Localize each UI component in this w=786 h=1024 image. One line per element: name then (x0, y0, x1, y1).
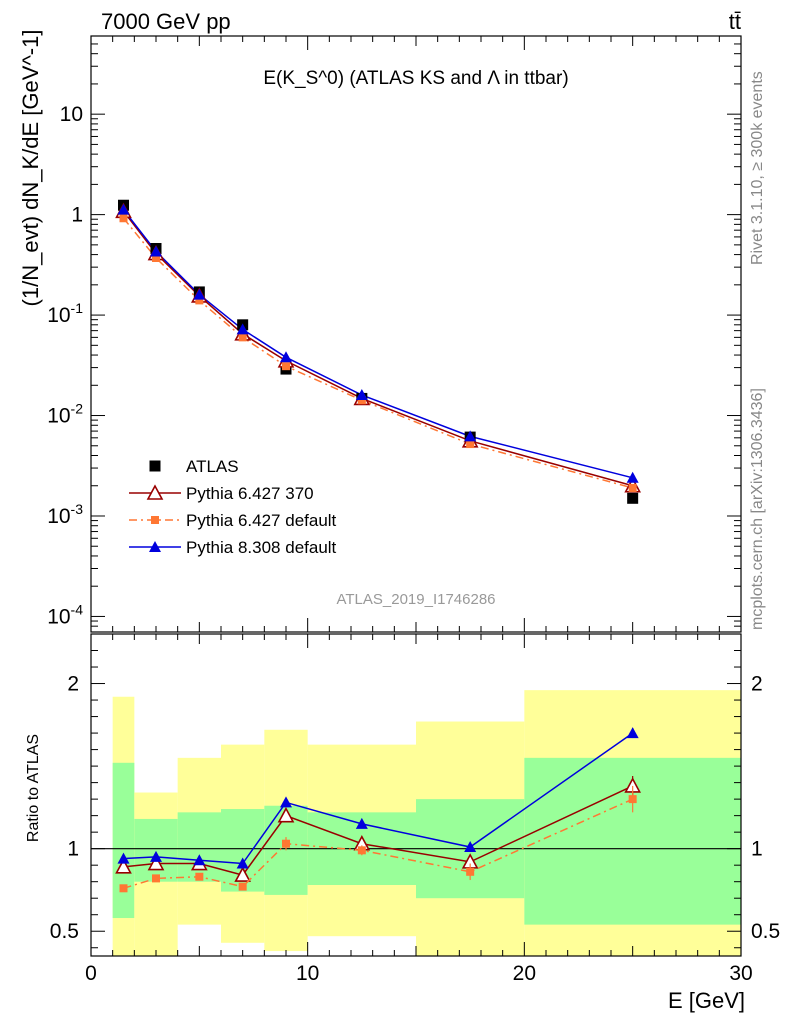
ratio-point-pythia-6-427-default (628, 795, 637, 804)
ratio-point-pythia-6-427-370 (277, 806, 295, 823)
watermark: ATLAS_2019_I1746286 (336, 591, 495, 608)
data-point-pythia-8-308-default (626, 471, 639, 483)
data-point-pythia-8-308-default (150, 245, 162, 257)
series-line-pythia-6-427-370 (122, 210, 633, 487)
data-point-pythia-8-308-default (117, 203, 130, 215)
data-point-pythia-8-308-default (280, 351, 292, 363)
x-tick-label: 0 (85, 962, 97, 985)
main-plot: 10-4 10-3 10-2 10-1 1 10 ATLAS Pythia 6.427 370… (47, 35, 742, 633)
data-point-pythia-6-427-default (119, 214, 128, 223)
data-point-pythia-6-427-default (466, 440, 475, 449)
legend-label: Pythia 6.427 370 (186, 484, 314, 503)
ratio-point-pythia-8-308-default (280, 796, 292, 808)
inner-band (134, 818, 178, 882)
main-y-tick-label: 10-4 (47, 601, 83, 628)
x-tick-label: 10 (296, 962, 319, 985)
main-title: E(K_S^0) (ATLAS KS and Λ in ttbar) (263, 68, 568, 89)
ratio-point-pythia-6-427-default (152, 874, 160, 883)
process-label: tt̄ (729, 9, 741, 34)
ratio-point-pythia-6-427-default (119, 884, 128, 893)
ratio-point-pythia-8-308-default (464, 841, 477, 853)
ratio-point-pythia-8-308-default (117, 852, 130, 864)
ratio-y-tick-label: 2 (67, 673, 79, 696)
legend-marker (151, 516, 159, 524)
data-point-pythia-8-308-default (355, 389, 368, 401)
x-tick-label: 30 (729, 962, 752, 985)
legend-label: Pythia 6.427 default (186, 511, 337, 530)
mcplots-text: mcplots.cern.ch [arXiv:1306.3436] (749, 388, 766, 630)
ratio-point-pythia-6-427-default (357, 846, 366, 855)
ratio-y-tick-label-right: 1 (751, 838, 763, 861)
legend-label: Pythia 8.308 default (186, 538, 337, 557)
ratio-point-pythia-6-427-370 (115, 858, 132, 874)
main-y-tick-label: 10-2 (47, 401, 83, 428)
data-point-atlas (627, 492, 639, 504)
main-y-tick-label: 10 (60, 103, 83, 126)
data-point-pythia-6-427-default (282, 362, 290, 371)
ratio-point-pythia-6-427-default (238, 882, 247, 891)
rivet-text: Rivet 3.1.10, ≥ 300k events (749, 71, 766, 265)
series-line-pythia-8-308-default (122, 209, 633, 479)
ratio-point-pythia-8-308-default (236, 857, 249, 869)
ratio-point-pythia-6-427-default (466, 867, 475, 876)
data-point-pythia-6-427-default (357, 396, 366, 405)
ratio-point-pythia-6-427-default (195, 872, 204, 881)
data-point-pythia-6-427-default (238, 333, 247, 342)
ratio-y-tick-label-right: 2 (751, 673, 763, 696)
ratio-y-tick-label-right: 0.5 (751, 920, 780, 943)
ratio-point-pythia-6-427-370 (147, 854, 165, 871)
ratio-point-pythia-8-308-default (626, 727, 639, 739)
legend-marker (149, 541, 161, 552)
data-point-pythia-6-427-default (195, 296, 204, 305)
data-point-pythia-8-308-default (193, 288, 206, 300)
ratio-point-pythia-6-427-default (282, 839, 290, 848)
data-point-pythia-8-308-default (236, 323, 249, 335)
legend-marker (146, 484, 164, 500)
ratio-y-tick-label: 1 (67, 838, 79, 861)
series-line-pythia-6-427-default (122, 217, 633, 489)
ratio-line-pythia-6-427-default (123, 798, 633, 890)
data-point-pythia-8-308-default (464, 430, 477, 442)
ratio-line-pythia-8-308-default (123, 732, 634, 865)
x-axis-label: E [GeV] (668, 988, 745, 1013)
inner-band (112, 762, 135, 919)
x-tick-label: 20 (513, 962, 536, 985)
ratio-y-label: Ratio to ATLAS (25, 734, 42, 842)
legend-marker (149, 460, 161, 472)
ratio-line-pythia-6-427-370 (123, 785, 633, 876)
main-y-tick-label: 10-3 (47, 501, 83, 528)
ratio-point-pythia-8-308-default (150, 850, 162, 862)
main-y-tick-label: 10-1 (47, 300, 83, 327)
data-point-pythia-6-427-default (628, 483, 637, 492)
data-point-pythia-6-427-default (152, 253, 160, 262)
legend-label: ATLAS (186, 457, 239, 476)
ratio-y-tick-label: 0.5 (50, 920, 79, 943)
inner-band (177, 812, 221, 882)
ratio-point-pythia-8-308-default (193, 854, 206, 866)
energy-label: 7000 GeV pp (101, 9, 231, 34)
ratio-point-pythia-6-427-370 (234, 866, 252, 882)
main-y-tick-label: 1 (71, 204, 83, 227)
main-y-label: (1/N_evt) dN_K/dE [GeV^-1] (18, 30, 43, 307)
ratio-point-pythia-8-308-default (355, 817, 368, 829)
ratio-plot: 0 10 20 30 0.5 0.5 1 1 2 2 (50, 633, 780, 985)
